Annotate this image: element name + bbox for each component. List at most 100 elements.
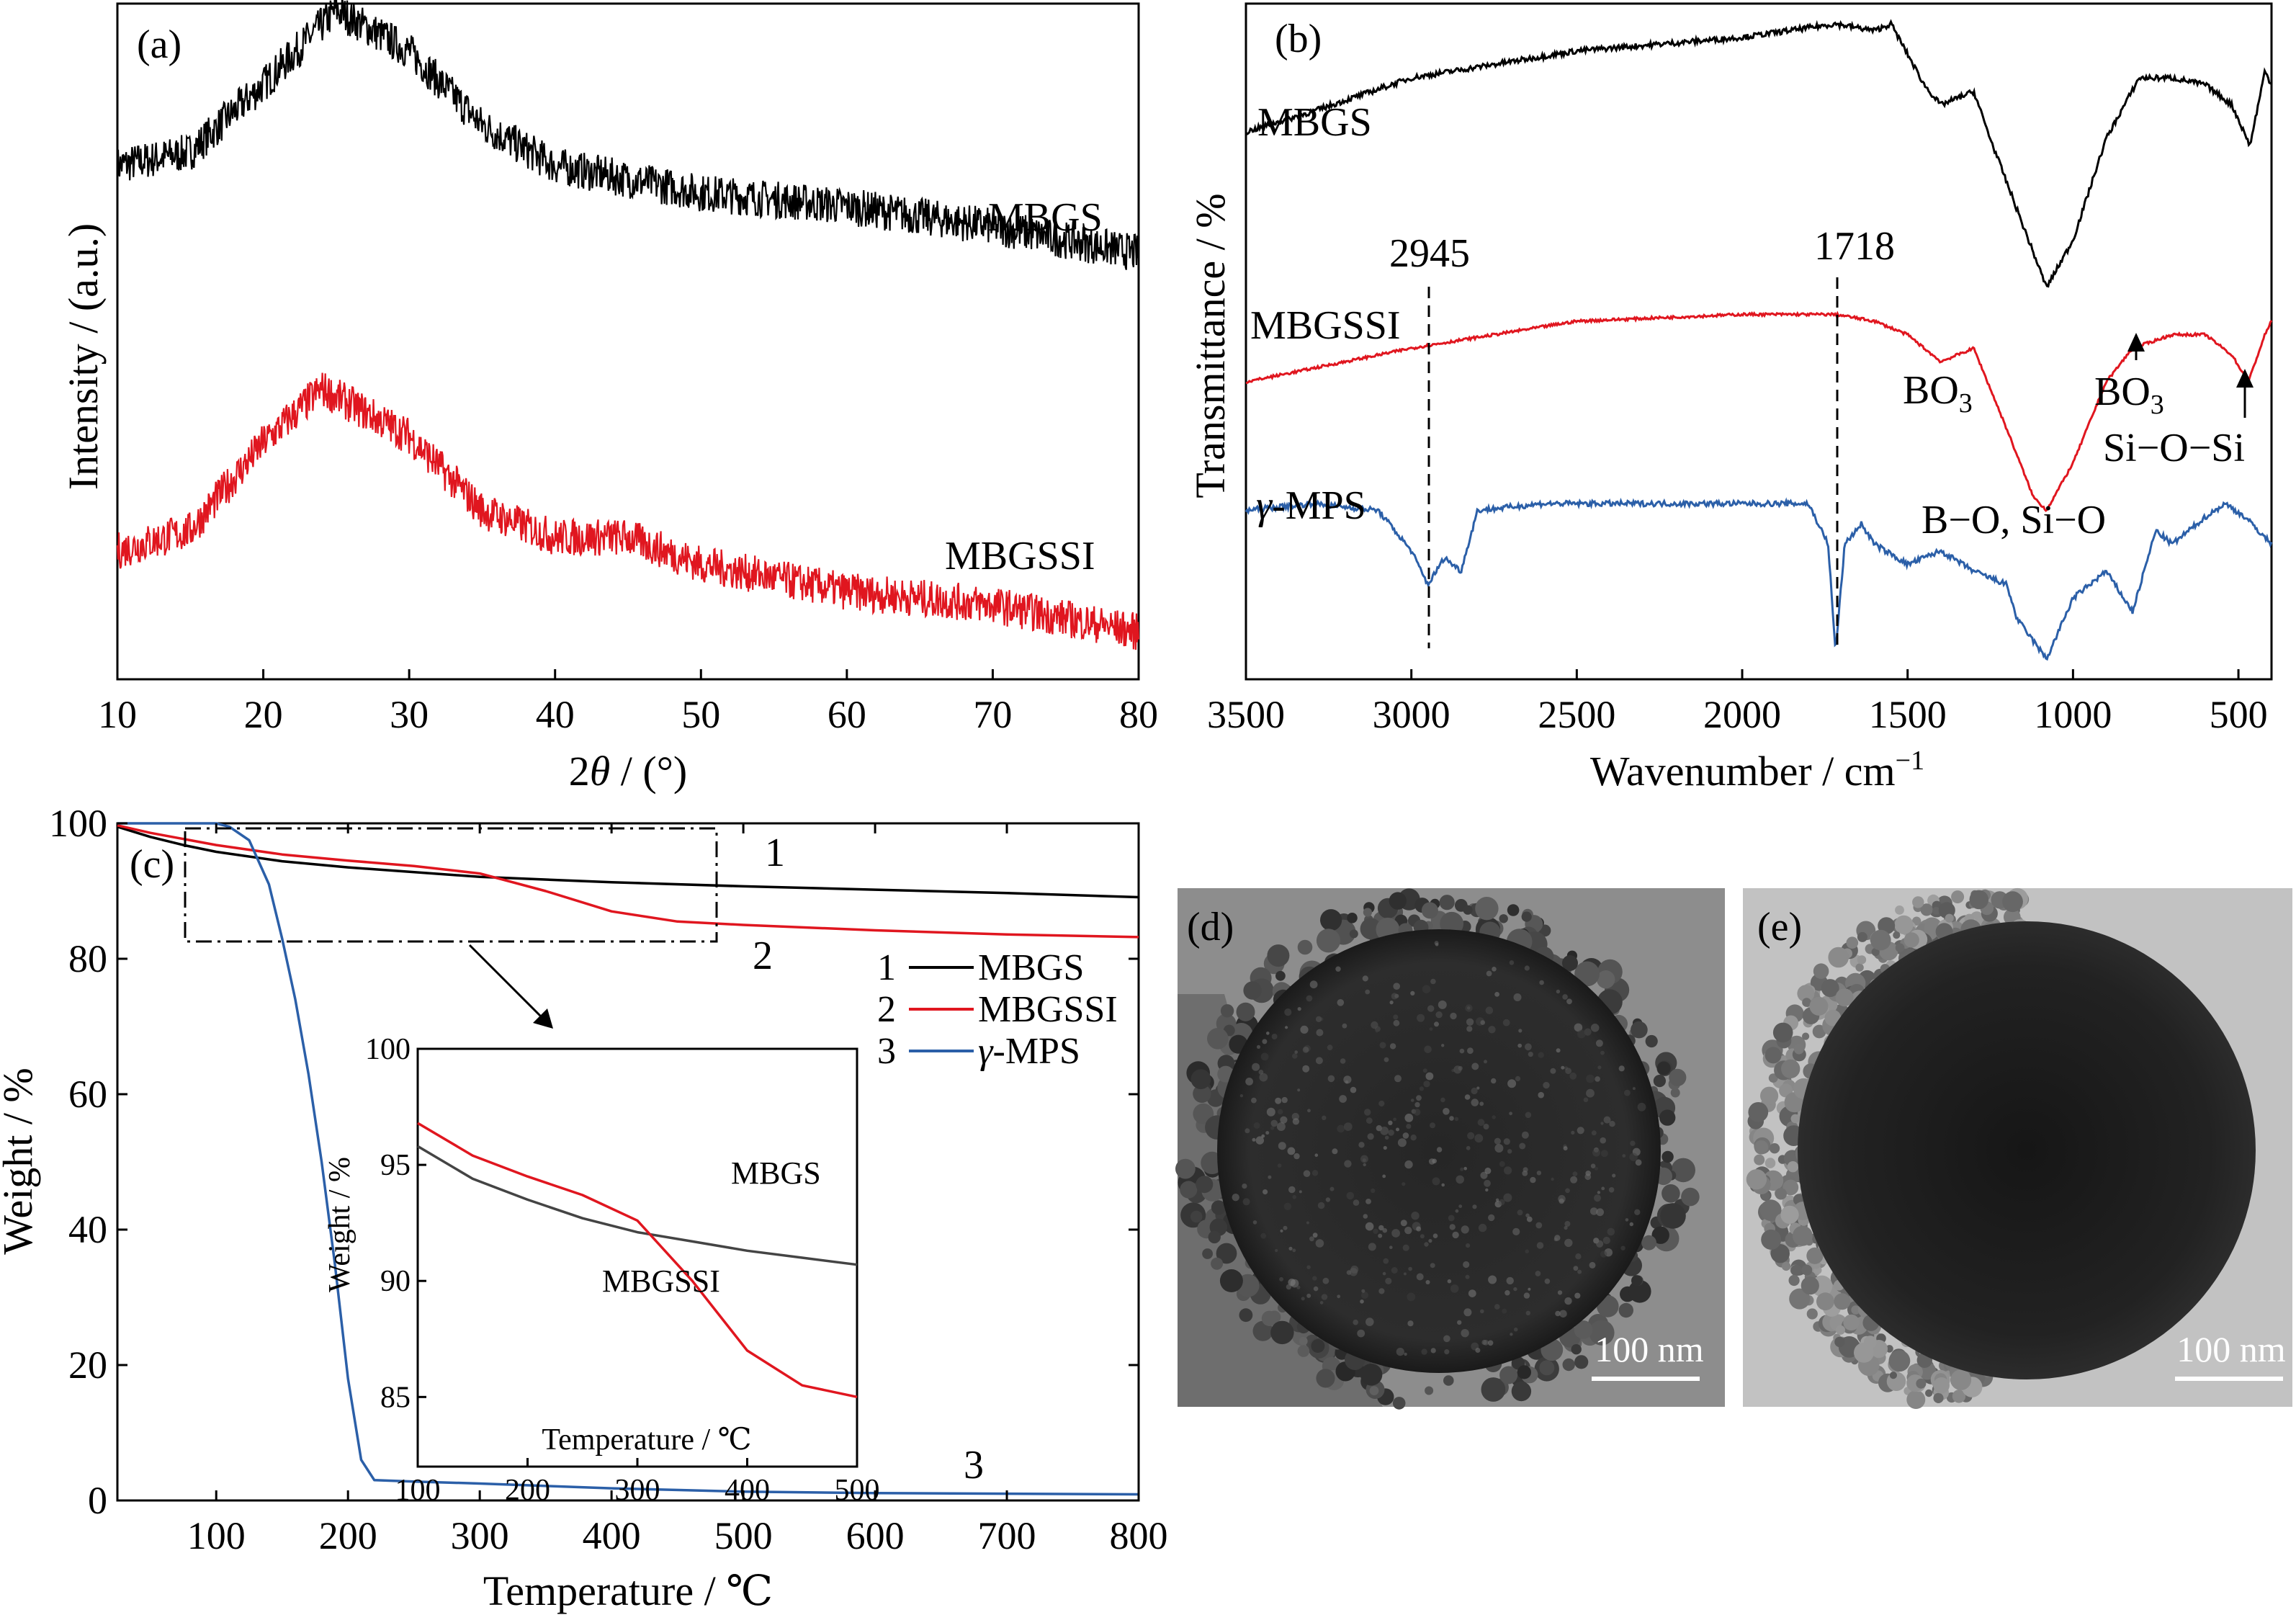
tem-d-particle xyxy=(1511,1381,1532,1402)
tem-d-pore xyxy=(1575,1253,1582,1260)
c-ytick-label-0: 0 xyxy=(88,1479,107,1522)
tem-d-pore xyxy=(1332,1148,1338,1155)
legend: 1 MBGS 2 MBGSSI 3 γ-MPS xyxy=(877,947,1118,1072)
tem-d-particle xyxy=(1190,1069,1211,1090)
tem-e-particle xyxy=(2002,891,2023,913)
tem-d-pore xyxy=(1590,1163,1596,1168)
tem-d-pore xyxy=(1453,1065,1462,1074)
tem-d-pore xyxy=(1444,1349,1450,1355)
tem-d-pore xyxy=(1492,1115,1496,1119)
b-xtick-label-2500: 2500 xyxy=(1538,693,1615,736)
tem-d-pore xyxy=(1506,1276,1514,1285)
tem-d-pore xyxy=(1410,990,1415,996)
panel-a-label: (a) xyxy=(137,22,181,67)
tem-d-particle xyxy=(1517,1365,1531,1379)
c-ytick-label-60: 60 xyxy=(68,1073,107,1116)
tem-d-pore xyxy=(1440,1097,1445,1103)
tem-d-particle xyxy=(1681,1187,1700,1207)
tem-d-particle xyxy=(1651,1226,1669,1244)
tem-e-particle xyxy=(1760,1086,1779,1105)
c-xtick-label-100: 100 xyxy=(187,1514,246,1557)
tem-d-pore xyxy=(1584,1173,1592,1181)
tem-d-pore xyxy=(1507,1149,1512,1154)
inset-ytick-label-95: 95 xyxy=(380,1149,411,1182)
tem-d-pore xyxy=(1288,1279,1296,1287)
legend-num-3: 3 xyxy=(877,1031,896,1072)
tem-d-pore xyxy=(1513,1287,1517,1292)
tem-d-pore xyxy=(1474,1134,1484,1143)
tem-d-pore xyxy=(1423,1081,1430,1088)
inset-series-mbgs xyxy=(417,1145,858,1266)
tem-e-particle xyxy=(1836,1325,1845,1335)
tem-e-particle xyxy=(1754,1154,1765,1166)
ann-bo3-2: BO3 xyxy=(2094,370,2164,420)
tem-d-pore xyxy=(1393,1014,1399,1020)
tem-d-particle xyxy=(1653,1075,1666,1088)
tem-d-pore xyxy=(1414,1109,1421,1116)
tem-d-pore xyxy=(1528,1287,1531,1291)
tem-d-pore xyxy=(1262,1039,1268,1044)
tem-d-pore xyxy=(1300,1025,1309,1034)
a-xtick-label-20: 20 xyxy=(244,693,283,736)
tem-d-pore xyxy=(1322,1115,1327,1121)
tem-d-pore xyxy=(1544,1278,1551,1284)
tem-d-pore xyxy=(1472,1204,1477,1209)
tem-e-particle xyxy=(1809,996,1829,1016)
tem-e-particle xyxy=(1846,936,1859,949)
tem-d-pore xyxy=(1463,1166,1467,1171)
tem-d-pore xyxy=(1452,1231,1459,1239)
tem-d-pore xyxy=(1420,1234,1425,1239)
c-ytick-label-80: 80 xyxy=(68,937,107,980)
tem-d-pore xyxy=(1565,1188,1570,1194)
tem-e-particle xyxy=(1933,1377,1950,1394)
tem-d-pore xyxy=(1624,1089,1631,1096)
b-xtick-label-3000: 3000 xyxy=(1373,693,1450,736)
tem-d-pore xyxy=(1504,1290,1510,1296)
tem-d-pore xyxy=(1556,1048,1561,1053)
tem-d-pore xyxy=(1601,1186,1605,1191)
c-ytick-label-100: 100 xyxy=(49,802,107,845)
tem-d-pore xyxy=(1361,1292,1368,1299)
panel-a-xlabel-theta: θ xyxy=(590,748,611,795)
legend-item-mps: 3 γ-MPS xyxy=(877,1031,1080,1072)
tem-d-pore xyxy=(1543,1081,1550,1089)
tem-d-pore xyxy=(1466,1018,1474,1026)
tem-d-pore xyxy=(1393,1019,1400,1026)
tem-d-pore xyxy=(1303,1170,1311,1177)
legend-name-mbgs: MBGS xyxy=(978,947,1084,988)
tem-d-pore xyxy=(1607,1227,1615,1236)
tem-d-pore xyxy=(1557,1290,1563,1295)
tem-e-particle xyxy=(1790,1264,1802,1276)
tem-d-pore xyxy=(1597,1065,1602,1070)
tem-d-pore xyxy=(1383,1258,1389,1264)
panel-e-scale-text: 100 nm xyxy=(2176,1329,2286,1369)
tem-d-particle xyxy=(1670,1088,1680,1098)
tem-d-pore xyxy=(1465,1004,1473,1012)
panel-b-frame xyxy=(1245,2,2273,681)
tem-e-particle xyxy=(1802,1032,1810,1040)
tem-d-pore xyxy=(1564,1221,1571,1227)
tem-d-pore xyxy=(1389,1245,1393,1249)
tem-d-pore xyxy=(1447,1279,1452,1284)
tem-d-pore xyxy=(1313,1286,1319,1292)
tem-d-pore xyxy=(1350,1086,1357,1093)
tem-d-pore xyxy=(1382,1271,1386,1276)
tem-d-pore xyxy=(1464,1094,1471,1100)
xrd-series-mbgs xyxy=(116,0,1139,270)
tem-d-pore xyxy=(1239,1094,1244,1098)
tem-d-pore xyxy=(1393,1117,1396,1122)
tem-d-pore xyxy=(1509,960,1515,965)
tem-d-pore xyxy=(1288,1186,1296,1194)
tem-d-pore xyxy=(1339,1095,1347,1103)
tem-d-pore xyxy=(1481,1339,1487,1346)
tem-e-particle xyxy=(1764,1047,1782,1064)
tem-e-particle xyxy=(1834,1336,1845,1348)
tem-d-pore xyxy=(1270,1126,1275,1130)
tem-e-particle xyxy=(1806,1308,1818,1320)
tem-d-pore xyxy=(1620,1245,1625,1251)
tem-d-pore xyxy=(1586,1074,1595,1083)
tem-d-pore xyxy=(1600,1122,1604,1125)
tem-d-pore xyxy=(1366,1318,1374,1326)
tem-e-particle xyxy=(1821,979,1839,998)
